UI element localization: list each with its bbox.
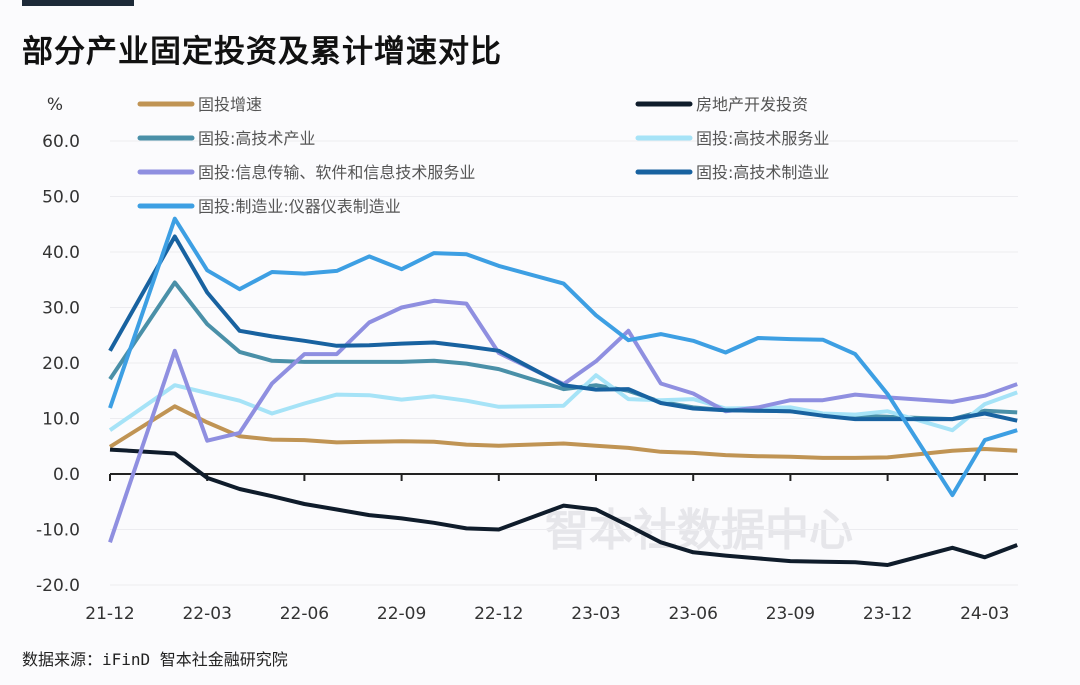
x-tick-label: 23-09 [766,604,815,624]
x-tick-label: 22-03 [182,604,231,624]
y-tick-label: 10.0 [42,410,80,430]
y-tick-label: 30.0 [42,299,80,319]
y-tick-label: -10.0 [36,521,80,541]
x-tick-label: 23-12 [863,604,912,624]
legend-label: 固投:高技术产业 [198,129,315,148]
y-tick-label: 0.0 [53,465,80,485]
legend-label: 固投:信息传输、软件和信息技术服务业 [198,163,475,182]
legend-label: 固投增速 [198,95,262,114]
legend-label: 固投:制造业:仪器仪表制造业 [198,197,401,216]
legend-label: 房地产开发投资 [696,95,808,114]
y-tick-label: 60.0 [42,132,80,152]
legend-label: 固投:高技术制造业 [696,163,829,182]
legend-label: 固投:高技术服务业 [696,129,829,148]
title-accent-bar [22,0,134,6]
series-line-3 [108,373,1018,433]
page-title: 部分产业固定投资及累计增速对比 [22,34,502,70]
x-tick-label: 22-09 [377,604,426,624]
x-tick-label: 22-12 [474,604,523,624]
x-tick-label: 24-03 [960,604,1009,624]
x-tick-label: 23-06 [668,604,717,624]
watermark: 智本社数据中心 [545,505,853,556]
y-tick-label: 40.0 [42,243,80,263]
series-line-1 [109,447,1018,567]
series-line-5 [108,234,1018,423]
x-tick-label: 22-06 [280,604,329,624]
series-line-0 [108,404,1018,460]
x-tick-label: 21-12 [85,604,134,624]
series-line-4 [108,298,1018,543]
source-note: 数据来源：iFinD 智本社金融研究院 [22,650,288,669]
y-axis-unit: % [47,95,63,115]
y-tick-label: 50.0 [42,188,80,208]
y-tick-label: 20.0 [42,354,80,374]
y-tick-label: -20.0 [36,576,80,596]
series-line-6 [108,216,1018,498]
x-tick-label: 23-03 [571,604,620,624]
